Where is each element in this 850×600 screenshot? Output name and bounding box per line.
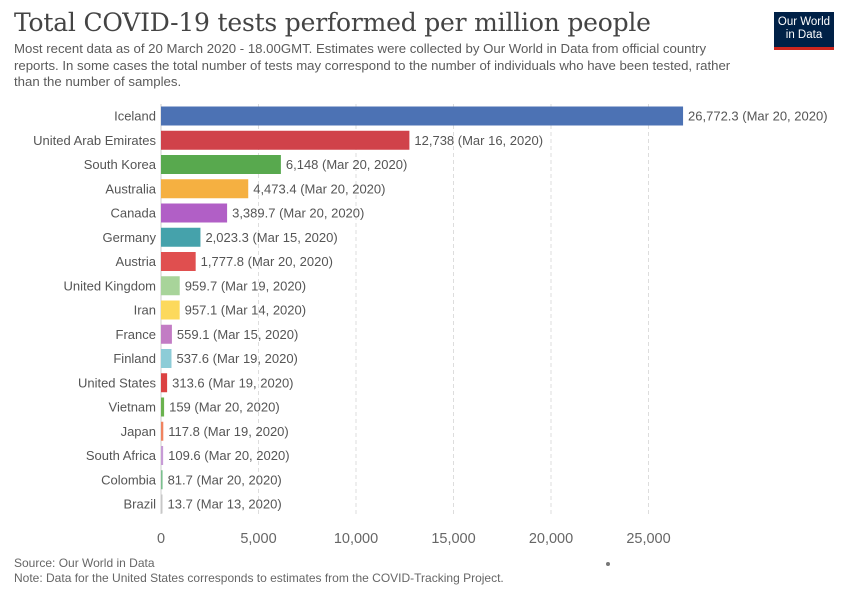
bar	[161, 324, 172, 344]
owid-logo[interactable]: Our World in Data	[774, 12, 834, 50]
data-label: 81.7 (Mar 20, 2020)	[168, 472, 282, 487]
bar	[161, 252, 196, 271]
x-tick-label: 5,000	[240, 531, 276, 547]
data-label: 537.6 (Mar 19, 2020)	[176, 351, 297, 366]
data-label: 957.1 (Mar 14, 2020)	[185, 303, 306, 318]
data-label: 3,389.7 (Mar 20, 2020)	[232, 206, 364, 221]
logo-line-2: in Data	[785, 29, 823, 41]
footnote: Note: Data for the United States corresp…	[14, 571, 504, 585]
category-label: Iran	[134, 303, 156, 318]
bar	[161, 179, 249, 199]
x-tick-label: 0	[157, 531, 165, 547]
category-label: United States	[78, 375, 157, 390]
data-label: 313.6 (Mar 19, 2020)	[172, 375, 293, 390]
bar	[161, 203, 228, 223]
category-label: United Kingdom	[64, 278, 157, 293]
category-label: Iceland	[114, 109, 156, 124]
data-label: 26,772.3 (Mar 20, 2020)	[688, 109, 827, 124]
category-label: Austria	[116, 254, 157, 269]
data-label: 12,738 (Mar 16, 2020)	[414, 133, 543, 148]
data-label: 109.6 (Mar 20, 2020)	[168, 448, 289, 463]
bar	[161, 397, 165, 417]
bar	[161, 155, 281, 174]
category-label: South Korea	[84, 157, 157, 172]
bar	[161, 373, 168, 393]
chart-title: Total COVID-19 tests performed per milli…	[14, 8, 651, 37]
bar	[161, 300, 180, 320]
bar	[161, 349, 172, 368]
x-tick-label: 20,000	[529, 531, 573, 547]
category-label: Japan	[121, 424, 156, 439]
x-tick-label: 15,000	[431, 531, 475, 547]
footer-dot	[606, 562, 610, 566]
data-label: 959.7 (Mar 19, 2020)	[185, 278, 306, 293]
data-label: 117.8 (Mar 19, 2020)	[168, 424, 288, 439]
bar	[161, 470, 163, 490]
category-label: United Arab Emirates	[33, 133, 156, 148]
category-label: Brazil	[123, 497, 156, 512]
source-note: Source: Our World in Data	[14, 556, 155, 570]
data-label: 1,777.8 (Mar 20, 2020)	[201, 254, 333, 269]
category-label: Finland	[113, 351, 156, 366]
bar	[161, 494, 163, 514]
data-label: 559.1 (Mar 15, 2020)	[177, 327, 298, 342]
bar	[161, 106, 684, 126]
category-label: Australia	[105, 181, 156, 196]
data-label: 4,473.4 (Mar 20, 2020)	[253, 181, 385, 196]
bar	[161, 227, 201, 247]
x-tick-label: 10,000	[334, 531, 378, 547]
category-label: France	[116, 327, 156, 342]
logo-line-1: Our World	[777, 16, 831, 28]
data-label: 159 (Mar 20, 2020)	[169, 400, 280, 415]
bar	[161, 276, 180, 296]
x-tick-label: 25,000	[626, 531, 670, 547]
bar	[161, 421, 164, 441]
category-label: Germany	[103, 230, 157, 245]
data-label: 13.7 (Mar 13, 2020)	[168, 497, 282, 512]
bar	[161, 130, 410, 150]
category-label: Colombia	[101, 472, 157, 487]
data-label: 6,148 (Mar 20, 2020)	[286, 157, 407, 172]
data-label: 2,023.3 (Mar 15, 2020)	[205, 230, 337, 245]
category-label: Canada	[110, 206, 156, 221]
bar	[161, 446, 164, 465]
category-label: Vietnam	[109, 400, 156, 415]
category-label: South Africa	[86, 448, 157, 463]
chart-subtitle: Most recent data as of 20 March 2020 - 1…	[14, 41, 731, 89]
